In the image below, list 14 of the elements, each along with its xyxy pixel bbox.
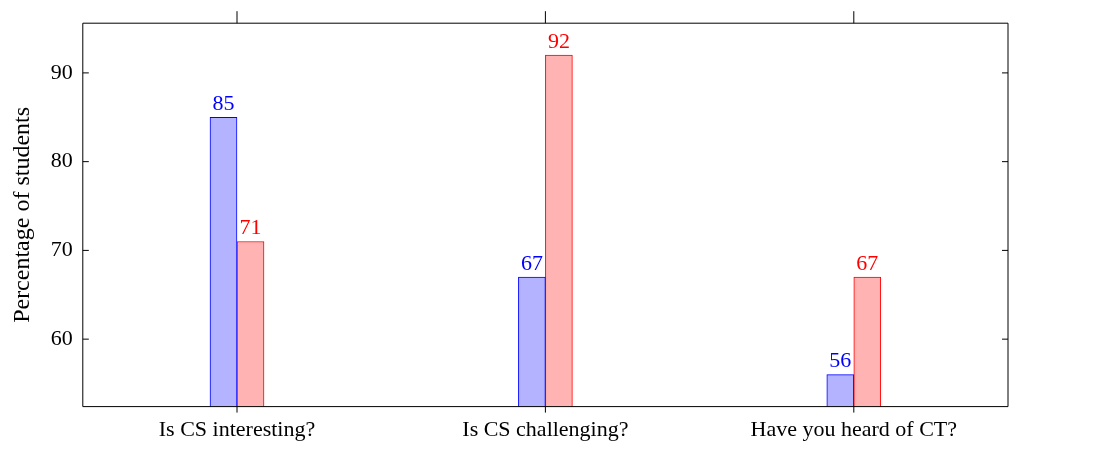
data-label: 56 <box>829 347 852 373</box>
y-tick-label: 70 <box>50 236 73 262</box>
x-tick-label: Have you heard of CT? <box>750 415 958 441</box>
y-tick-label: 80 <box>50 147 73 173</box>
x-tick-label: Is CS interesting? <box>158 415 316 441</box>
data-label: 92 <box>547 27 570 53</box>
data-label: 67 <box>856 249 879 275</box>
y-axis-title: Percentage of students <box>7 106 34 323</box>
data-label: 71 <box>239 214 262 240</box>
y-tick-label: 60 <box>50 324 73 350</box>
x-tick-label: Is CS challenging? <box>462 415 629 441</box>
data-label: 67 <box>520 249 543 275</box>
data-label: 85 <box>212 90 235 116</box>
y-tick-label: 90 <box>50 58 73 84</box>
